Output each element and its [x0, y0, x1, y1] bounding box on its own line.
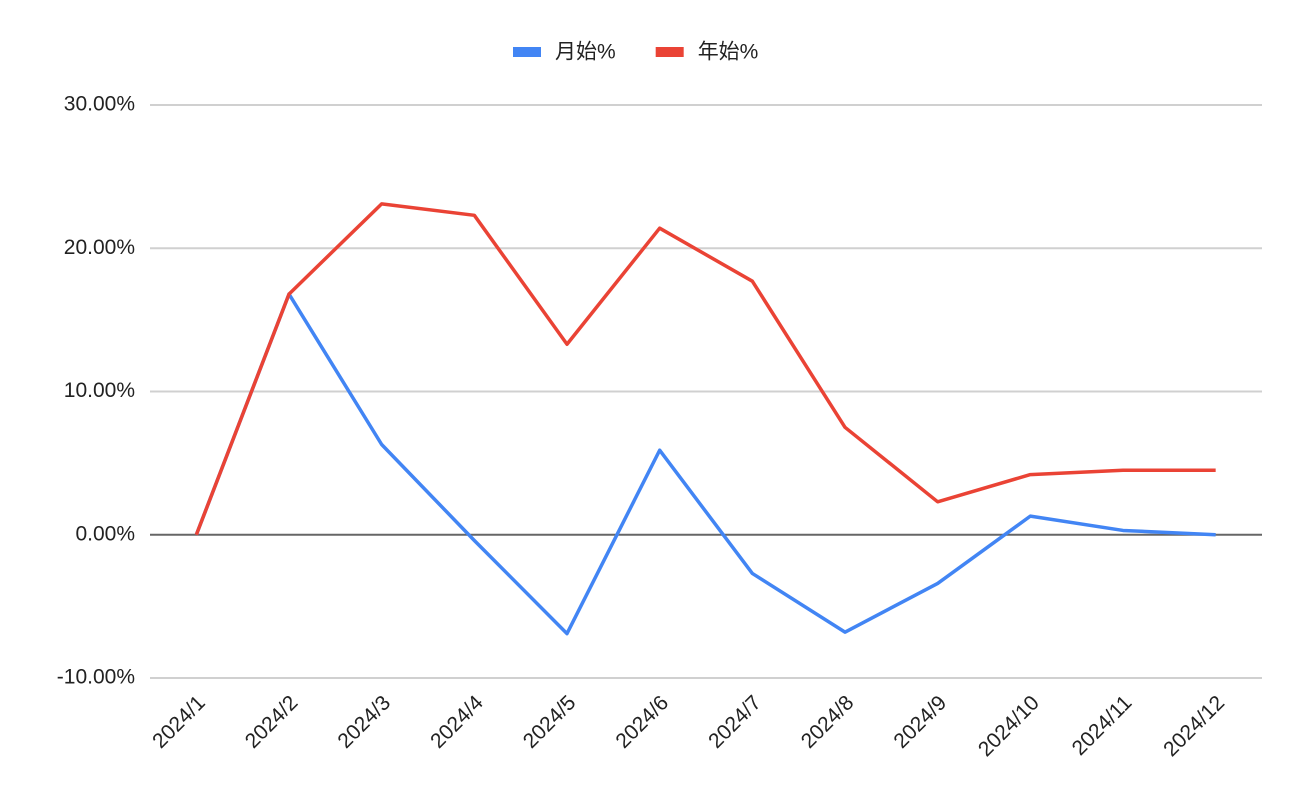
y-tick-label: 0.00% — [75, 522, 135, 545]
x-tick-label: 2024/2 — [241, 691, 303, 753]
x-tick-label: 2024/5 — [519, 691, 581, 753]
x-tick-label: 2024/11 — [1068, 691, 1137, 760]
x-tick-label: 2024/9 — [889, 691, 951, 753]
x-tick-label: 2024/12 — [1159, 691, 1229, 761]
x-tick-label: 2024/8 — [797, 691, 859, 753]
legend-label: 年始% — [698, 41, 759, 64]
legend-swatch — [513, 47, 541, 57]
series-line — [194, 292, 1216, 636]
x-tick-label: 2024/7 — [704, 691, 766, 753]
x-tick-label: 2024/4 — [426, 691, 488, 753]
y-tick-label: 10.00% — [64, 379, 135, 402]
x-tick-label: 2024/10 — [974, 691, 1044, 761]
y-tick-label: 20.00% — [64, 236, 135, 259]
x-tick-label: 2024/6 — [611, 691, 673, 753]
legend-swatch — [655, 47, 684, 57]
x-tick-label: 2024/3 — [333, 691, 395, 753]
y-tick-label: 30.00% — [64, 93, 135, 116]
x-tick-label: 2024/1 — [148, 691, 210, 753]
legend-label: 月始% — [555, 41, 616, 64]
series-line — [194, 202, 1216, 536]
y-tick-label: -10.00% — [57, 666, 135, 689]
